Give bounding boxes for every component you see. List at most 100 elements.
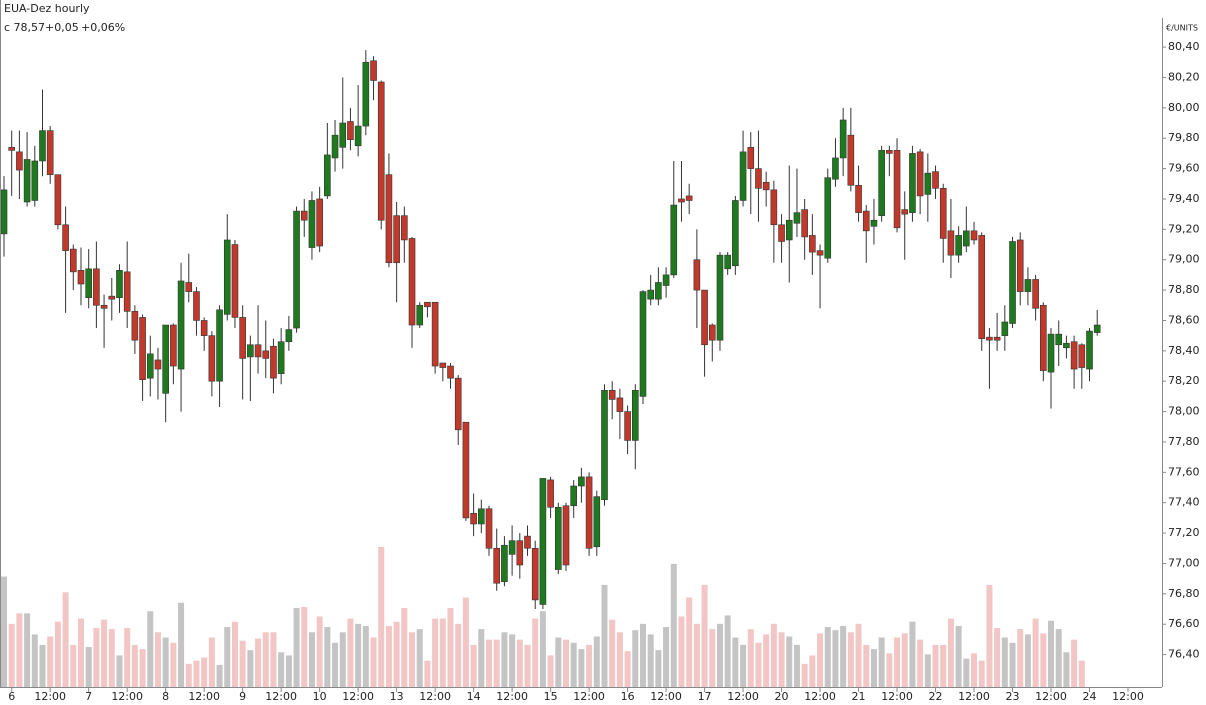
candle-body [555, 506, 562, 570]
x-tick-label: 14 [467, 690, 481, 703]
candle-body [585, 476, 593, 549]
y-tick-label: 78,60 [1168, 313, 1200, 326]
volume-bar [54, 621, 61, 687]
candle-body [839, 119, 847, 159]
y-tick-label: 79,20 [1168, 222, 1200, 235]
volume-bar [470, 644, 477, 687]
candle-body [154, 359, 162, 370]
x-tick-label: 9 [239, 690, 246, 703]
candle-body [608, 390, 616, 400]
volume-bar [1017, 629, 1024, 687]
candle-body [85, 268, 92, 298]
volume-bar [185, 663, 192, 687]
volume-bar [840, 625, 847, 687]
volume-bar [8, 623, 15, 687]
volume-bar [986, 584, 993, 687]
volume-bar [24, 613, 31, 687]
volume-bar [1001, 637, 1008, 687]
candle-body [916, 151, 924, 197]
x-tick-label: 12:00 [1112, 690, 1144, 703]
candle-body [170, 324, 177, 367]
volume-bar [409, 632, 416, 687]
candle-body [516, 540, 524, 566]
candle-body [324, 154, 331, 197]
volume-bar [1055, 629, 1062, 687]
volume-bar [108, 629, 115, 687]
candle-body [439, 362, 447, 368]
candle-body [1055, 333, 1063, 346]
volume-bar [47, 636, 54, 687]
volume-bar [709, 629, 716, 687]
volume-bar [963, 658, 970, 687]
volume-bar [393, 621, 400, 687]
volume-bar [493, 639, 500, 687]
volume-bar [632, 630, 639, 687]
volume-bar [416, 629, 423, 687]
candle-body [300, 210, 308, 221]
volume-bar [855, 623, 862, 687]
candle-body [208, 335, 216, 382]
x-tick-label: 12:00 [958, 690, 990, 703]
x-tick-label: 15 [544, 690, 558, 703]
volume-bar [878, 637, 885, 687]
volume-bar [1063, 652, 1070, 687]
x-tick-label: 24 [1083, 690, 1097, 703]
change: +0,05 [45, 21, 79, 34]
volume-bar [278, 652, 285, 687]
volume-bar [208, 637, 215, 687]
candle-body [270, 345, 277, 379]
volume-bar [670, 563, 677, 687]
candle-body [393, 215, 400, 264]
candle-body [185, 282, 193, 292]
candle-body [193, 291, 200, 321]
candle-body [701, 289, 708, 346]
candle-body [1032, 279, 1039, 309]
volume-bar [424, 660, 431, 687]
candle-body [262, 350, 270, 359]
volume-bar [701, 584, 708, 687]
volume-bar [378, 547, 385, 687]
y-tick-label: 78,40 [1168, 344, 1200, 357]
candle-body [678, 198, 685, 203]
candle-body [570, 485, 577, 507]
volume-bar [170, 642, 177, 687]
x-tick-label: 17 [698, 690, 712, 703]
candle-body [508, 540, 516, 555]
candle-body [524, 535, 531, 549]
volume-bar [978, 660, 985, 687]
x-tick-label: 13 [390, 690, 404, 703]
volume-bar [624, 651, 631, 687]
volume-bar [547, 655, 554, 687]
volume-bar [154, 632, 161, 687]
volume-bar [732, 637, 739, 687]
volume-bar [439, 618, 446, 687]
candle-body [216, 309, 223, 382]
candle-body [39, 130, 46, 162]
volume-bar [778, 632, 785, 687]
candle-body [478, 508, 485, 525]
x-tick-label: 12:00 [342, 690, 374, 703]
candle-body [93, 268, 100, 306]
volume-bar [870, 649, 877, 687]
candle-body [624, 411, 631, 441]
candle-body [501, 544, 508, 582]
candle-body [647, 289, 654, 300]
candle-body [747, 147, 755, 169]
y-tick-label: 76,40 [1168, 648, 1200, 661]
candle-body [909, 153, 916, 213]
volume-bar [847, 632, 854, 687]
candle-body [293, 210, 300, 329]
volume-bar [355, 623, 362, 687]
volume-bar [124, 628, 131, 687]
volume-bar [809, 655, 816, 687]
candle-body [963, 230, 970, 247]
volume-bar [339, 632, 346, 687]
volume-bar [1048, 620, 1055, 687]
volume-bar [686, 597, 693, 687]
candle-body [416, 304, 424, 326]
candle-body [347, 121, 354, 141]
volume-bar [886, 653, 893, 687]
volume-bar [447, 608, 454, 687]
candle-body [547, 479, 554, 508]
x-tick-label: 8 [162, 690, 169, 703]
